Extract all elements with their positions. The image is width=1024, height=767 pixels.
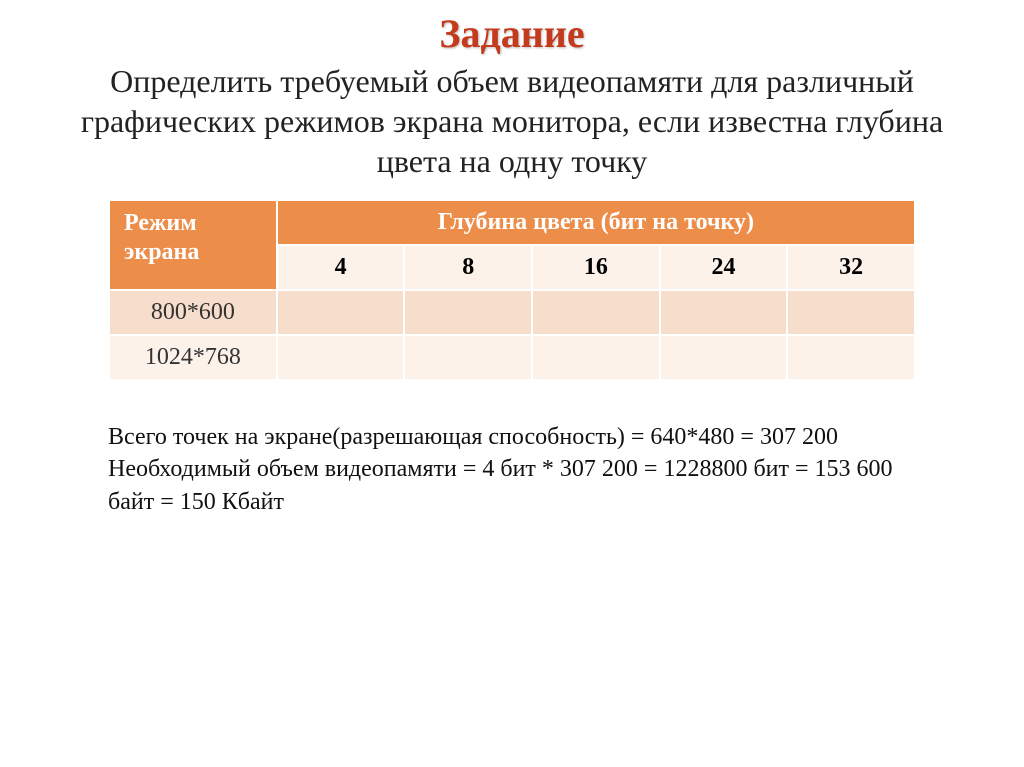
table-header-row-1: Режим экрана Глубина цвета (бит на точку… (109, 200, 915, 245)
note-line-1: Необходимый объем видеопамяти = 4 бит * … (108, 456, 893, 514)
row-label-0: 800*600 (109, 290, 277, 335)
row-label-1: 1024*768 (109, 335, 277, 380)
depth-col-2: 16 (532, 245, 660, 290)
header-mode: Режим экрана (109, 200, 277, 290)
cell (660, 290, 788, 335)
cell (404, 335, 532, 380)
header-depth-span: Глубина цвета (бит на точку) (277, 200, 915, 245)
depth-col-0: 4 (277, 245, 405, 290)
cell (532, 335, 660, 380)
slide-subtitle: Определить требуемый объем видеопамяти д… (52, 61, 972, 181)
depth-col-3: 24 (660, 245, 788, 290)
table-row: 800*600 (109, 290, 915, 335)
depth-table: Режим экрана Глубина цвета (бит на точку… (108, 199, 916, 381)
depth-col-1: 8 (404, 245, 532, 290)
note-line-0: Всего точек на экране(разрешающая способ… (108, 424, 838, 450)
cell (787, 290, 915, 335)
table-row: 1024*768 (109, 335, 915, 380)
cell (787, 335, 915, 380)
cell (277, 290, 405, 335)
slide-title: Задание (0, 10, 1024, 57)
cell (277, 335, 405, 380)
depth-col-4: 32 (787, 245, 915, 290)
cell (404, 290, 532, 335)
cell (532, 290, 660, 335)
cell (660, 335, 788, 380)
slide: Задание Определить требуемый объем видео… (0, 0, 1024, 767)
explanation-note: Всего точек на экране(разрешающая способ… (108, 421, 916, 518)
